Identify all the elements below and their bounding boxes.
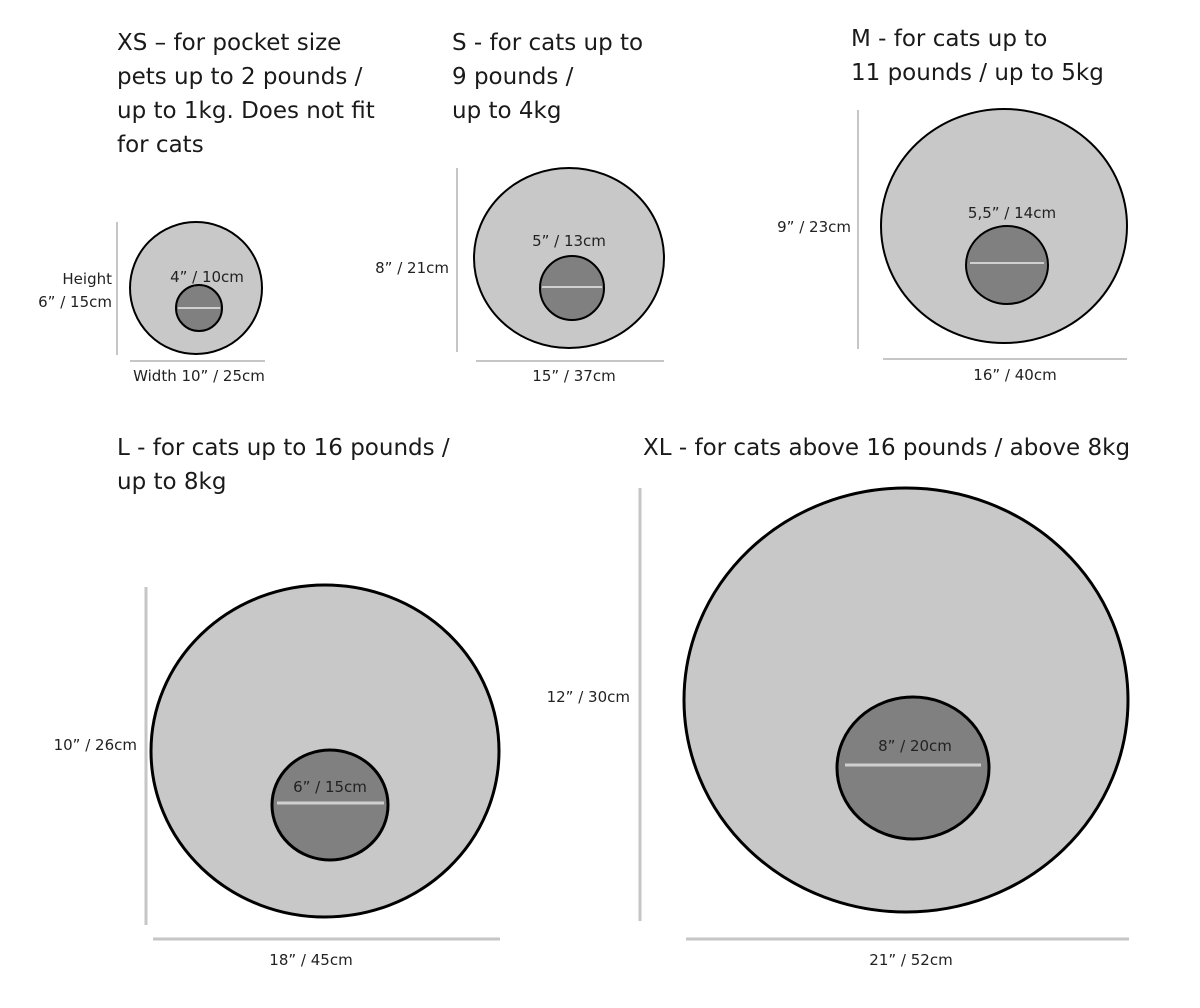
bed-opening-circle (835, 695, 991, 841)
height-label: 8” / 21cm (375, 259, 449, 277)
size-xl-title: XL - for cats above 16 pounds / above 8k… (643, 435, 1131, 461)
opening-label: 4” / 10cm (170, 268, 244, 286)
size-xl-diagram: 12” / 30cm 8” / 20cm 21” / 52cm (547, 486, 1130, 969)
size-m-diagram: 9” / 23cm 5,5” / 14cm 16” / 40cm (777, 108, 1128, 384)
size-s-title: S - for cats up to 9 pounds / up to 4kg (452, 30, 644, 124)
opening-label: 8” / 20cm (878, 737, 952, 755)
width-label: 21” / 52cm (869, 951, 952, 969)
width-label: 16” / 40cm (973, 366, 1056, 384)
height-label: 9” / 23cm (777, 218, 851, 236)
height-label: 12” / 30cm (547, 688, 630, 706)
size-xs-title: XS – for pocket size pets up to 2 pounds… (117, 30, 375, 158)
opening-label: 6” / 15cm (293, 778, 367, 796)
size-xs-diagram: Height 6” / 15cm 4” / 10cm Width 10” / 2… (38, 221, 265, 385)
size-m-title: M - for cats up to 11 pounds / up to 5kg (851, 26, 1104, 86)
height-word-label: Height (62, 270, 112, 288)
bed-opening-circle (270, 748, 390, 862)
opening-label: 5” / 13cm (532, 232, 606, 250)
size-l-diagram: 10” / 26cm 6” / 15cm 18” / 45cm (54, 583, 501, 969)
width-label: 18” / 45cm (269, 951, 352, 969)
size-s-diagram: 8” / 21cm 5” / 13cm 15” / 37cm (375, 167, 665, 385)
height-label: 10” / 26cm (54, 736, 137, 754)
opening-label: 5,5” / 14cm (968, 204, 1056, 222)
size-l-title: L - for cats up to 16 pounds / up to 8kg (117, 435, 450, 495)
width-label: Width 10” / 25cm (133, 367, 265, 385)
bed-opening-circle (965, 225, 1049, 305)
width-label: 15” / 37cm (532, 367, 615, 385)
height-label: 6” / 15cm (38, 293, 112, 311)
